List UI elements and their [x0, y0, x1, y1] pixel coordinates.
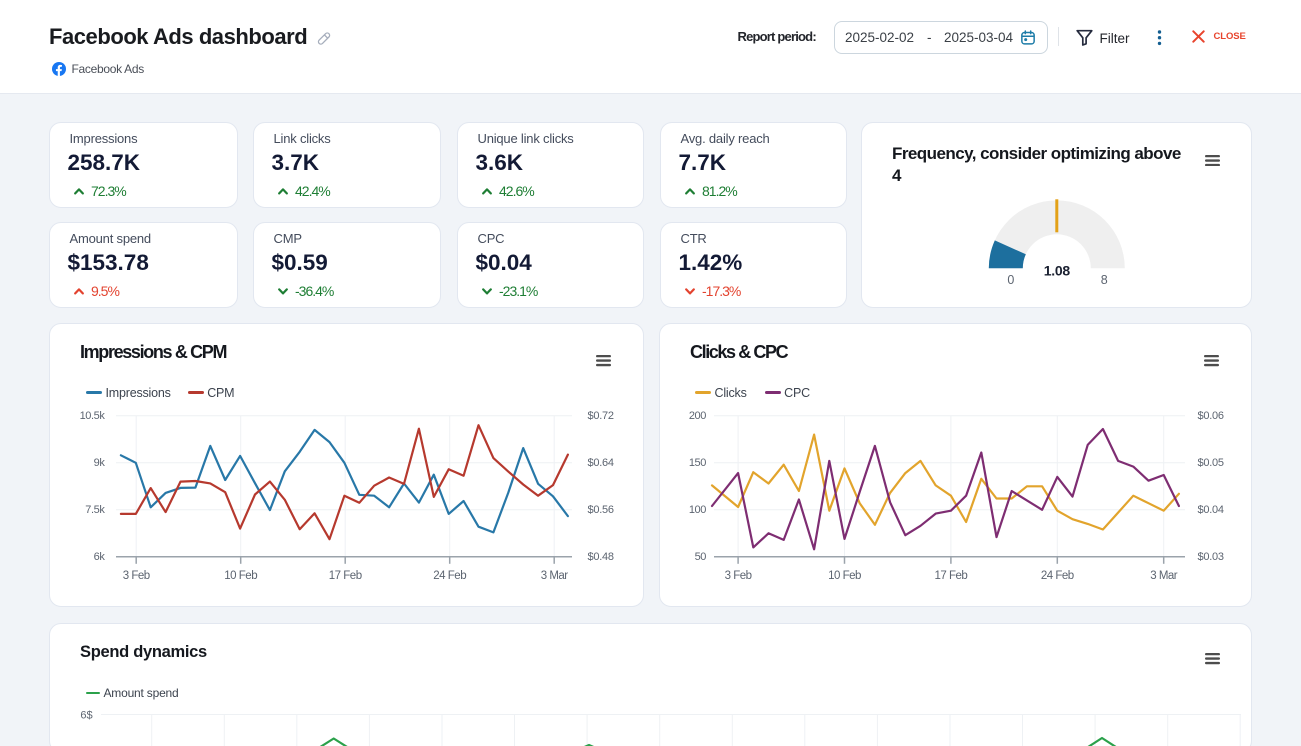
svg-text:200: 200 — [689, 410, 706, 422]
svg-text:3 Mar: 3 Mar — [541, 569, 569, 581]
svg-text:$0.56: $0.56 — [588, 504, 614, 516]
svg-text:8: 8 — [1101, 273, 1108, 287]
svg-text:$0.04: $0.04 — [1198, 504, 1224, 516]
svg-text:$0.48: $0.48 — [588, 551, 614, 563]
svg-text:$0.06: $0.06 — [1198, 410, 1224, 422]
svg-text:50: 50 — [695, 551, 707, 563]
svg-text:0: 0 — [1007, 273, 1014, 287]
svg-text:150: 150 — [689, 457, 706, 469]
svg-text:7.5k: 7.5k — [85, 504, 105, 516]
svg-text:1.08: 1.08 — [1044, 262, 1071, 278]
svg-text:10 Feb: 10 Feb — [828, 569, 861, 581]
svg-text:10 Feb: 10 Feb — [224, 569, 257, 581]
svg-text:17 Feb: 17 Feb — [329, 569, 362, 581]
svg-text:$0.64: $0.64 — [588, 457, 614, 469]
svg-text:24 Feb: 24 Feb — [433, 569, 466, 581]
svg-text:3 Feb: 3 Feb — [123, 569, 150, 581]
svg-text:$0.03: $0.03 — [1198, 551, 1224, 563]
svg-text:9k: 9k — [94, 457, 106, 469]
svg-text:100: 100 — [689, 504, 706, 516]
svg-text:10.5k: 10.5k — [80, 410, 106, 422]
svg-text:17 Feb: 17 Feb — [934, 569, 967, 581]
svg-text:6k: 6k — [94, 551, 106, 563]
svg-text:3 Feb: 3 Feb — [725, 569, 752, 581]
svg-text:6$: 6$ — [80, 709, 92, 721]
svg-text:$0.05: $0.05 — [1198, 457, 1224, 469]
svg-text:24 Feb: 24 Feb — [1041, 569, 1074, 581]
svg-text:3 Mar: 3 Mar — [1150, 569, 1178, 581]
svg-text:$0.72: $0.72 — [588, 410, 614, 422]
